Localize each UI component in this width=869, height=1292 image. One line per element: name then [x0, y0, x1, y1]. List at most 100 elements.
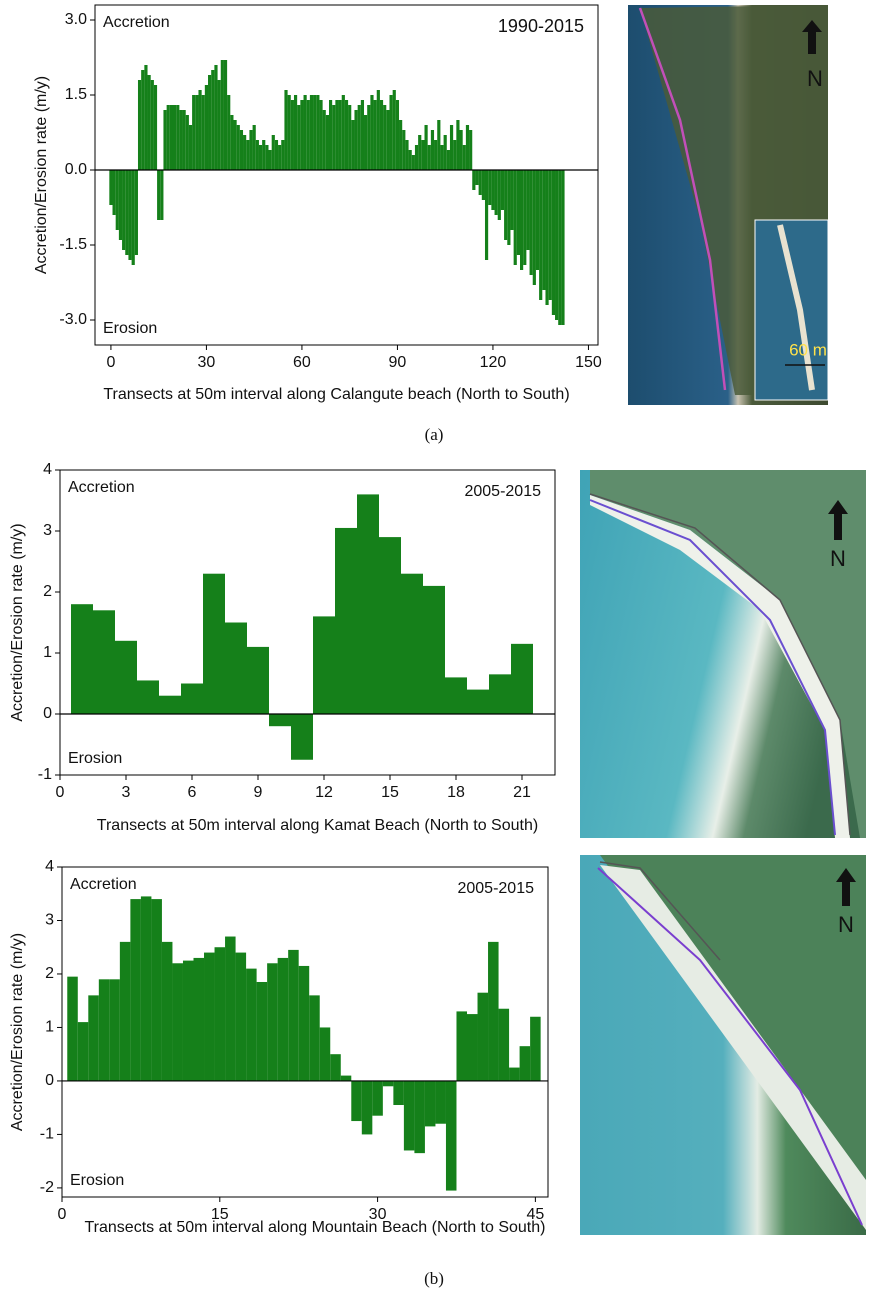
bar	[507, 170, 511, 245]
bar	[77, 1022, 89, 1081]
annotation: Accretion	[70, 876, 137, 893]
bar	[330, 1054, 341, 1081]
bar	[459, 130, 463, 170]
bar	[376, 90, 380, 170]
y-tick-label: 2	[43, 583, 52, 600]
plot-frame	[59, 469, 556, 776]
bar	[498, 1008, 510, 1081]
bar	[128, 170, 132, 260]
bar	[172, 105, 177, 170]
satellite-image	[580, 470, 866, 838]
x-tick-label: 0	[106, 354, 115, 371]
bar	[383, 105, 387, 170]
x-tick-label: 120	[480, 354, 507, 371]
bar	[118, 170, 123, 240]
bar	[309, 95, 314, 170]
bar	[489, 674, 511, 714]
bar	[494, 170, 498, 215]
bar	[277, 957, 289, 1081]
y-tick-label: -3.0	[59, 311, 87, 328]
bar	[220, 60, 224, 170]
bar	[185, 115, 189, 170]
bar	[284, 90, 288, 170]
bar	[300, 100, 304, 170]
bar	[488, 941, 499, 1081]
bar	[523, 170, 527, 265]
bar	[256, 981, 268, 1081]
bar	[440, 145, 444, 170]
bar	[511, 643, 533, 714]
panel-label: (b)	[424, 1269, 444, 1288]
bar	[341, 95, 345, 170]
bar	[316, 95, 320, 170]
bar	[373, 100, 377, 170]
bar	[340, 1075, 352, 1081]
bar	[472, 170, 476, 190]
bar	[551, 170, 556, 315]
bar	[453, 140, 457, 170]
x-tick-label: 6	[188, 784, 197, 801]
plot-frame	[61, 866, 549, 1198]
bar	[555, 170, 559, 320]
bar	[235, 952, 247, 1081]
annotation: Accretion	[68, 479, 135, 496]
bar	[467, 1014, 478, 1081]
bar	[230, 115, 234, 170]
bar	[539, 170, 543, 300]
bar	[532, 170, 536, 285]
bar	[475, 170, 479, 185]
annotation: Accretion	[103, 14, 170, 31]
bar	[125, 170, 129, 255]
bar	[98, 979, 110, 1081]
bar	[233, 120, 237, 170]
bar	[351, 120, 355, 170]
bar	[360, 100, 365, 170]
bar	[418, 135, 422, 170]
y-tick-label: 2	[45, 965, 54, 982]
bar	[405, 140, 409, 170]
annotation: 2005-2015	[457, 880, 534, 897]
y-tick-label: 4	[43, 461, 52, 478]
bar	[181, 683, 203, 714]
bar	[223, 60, 228, 170]
bar	[328, 100, 333, 170]
bar	[291, 714, 313, 760]
y-axis-label: Accretion/Erosion rate (m/y)	[33, 76, 50, 274]
bar	[423, 585, 445, 714]
bar	[169, 105, 173, 170]
bar	[306, 100, 310, 170]
bar	[249, 130, 253, 170]
bar	[484, 170, 489, 260]
satellite-image	[580, 855, 866, 1235]
bar	[217, 80, 221, 170]
x-tick-label: 12	[315, 784, 333, 801]
bar	[151, 899, 162, 1081]
bar	[214, 65, 218, 170]
bar	[481, 170, 485, 200]
bar	[519, 1046, 531, 1081]
bar	[520, 170, 524, 270]
bar	[247, 646, 269, 714]
bar	[430, 130, 435, 170]
y-tick-label: -1	[40, 1126, 54, 1143]
bar	[437, 120, 441, 170]
bar	[182, 110, 186, 170]
bar	[467, 689, 489, 714]
bar	[290, 100, 294, 170]
y-tick-label: 3.0	[65, 11, 87, 28]
bar	[403, 1080, 415, 1151]
bar	[462, 145, 466, 170]
bar	[530, 1016, 541, 1081]
bar	[379, 537, 401, 714]
bar	[192, 95, 196, 170]
bar	[424, 1080, 436, 1127]
scale-label: 60 m	[789, 340, 827, 359]
x-axis-label: Transects at 50m interval along Mountain…	[85, 1219, 546, 1236]
x-tick-label: 9	[254, 784, 263, 801]
bar	[239, 130, 244, 170]
y-tick-label: -2	[40, 1179, 54, 1196]
bar	[268, 150, 272, 170]
bar	[195, 95, 199, 170]
bar	[513, 170, 517, 265]
y-tick-label: -1.5	[59, 236, 87, 253]
